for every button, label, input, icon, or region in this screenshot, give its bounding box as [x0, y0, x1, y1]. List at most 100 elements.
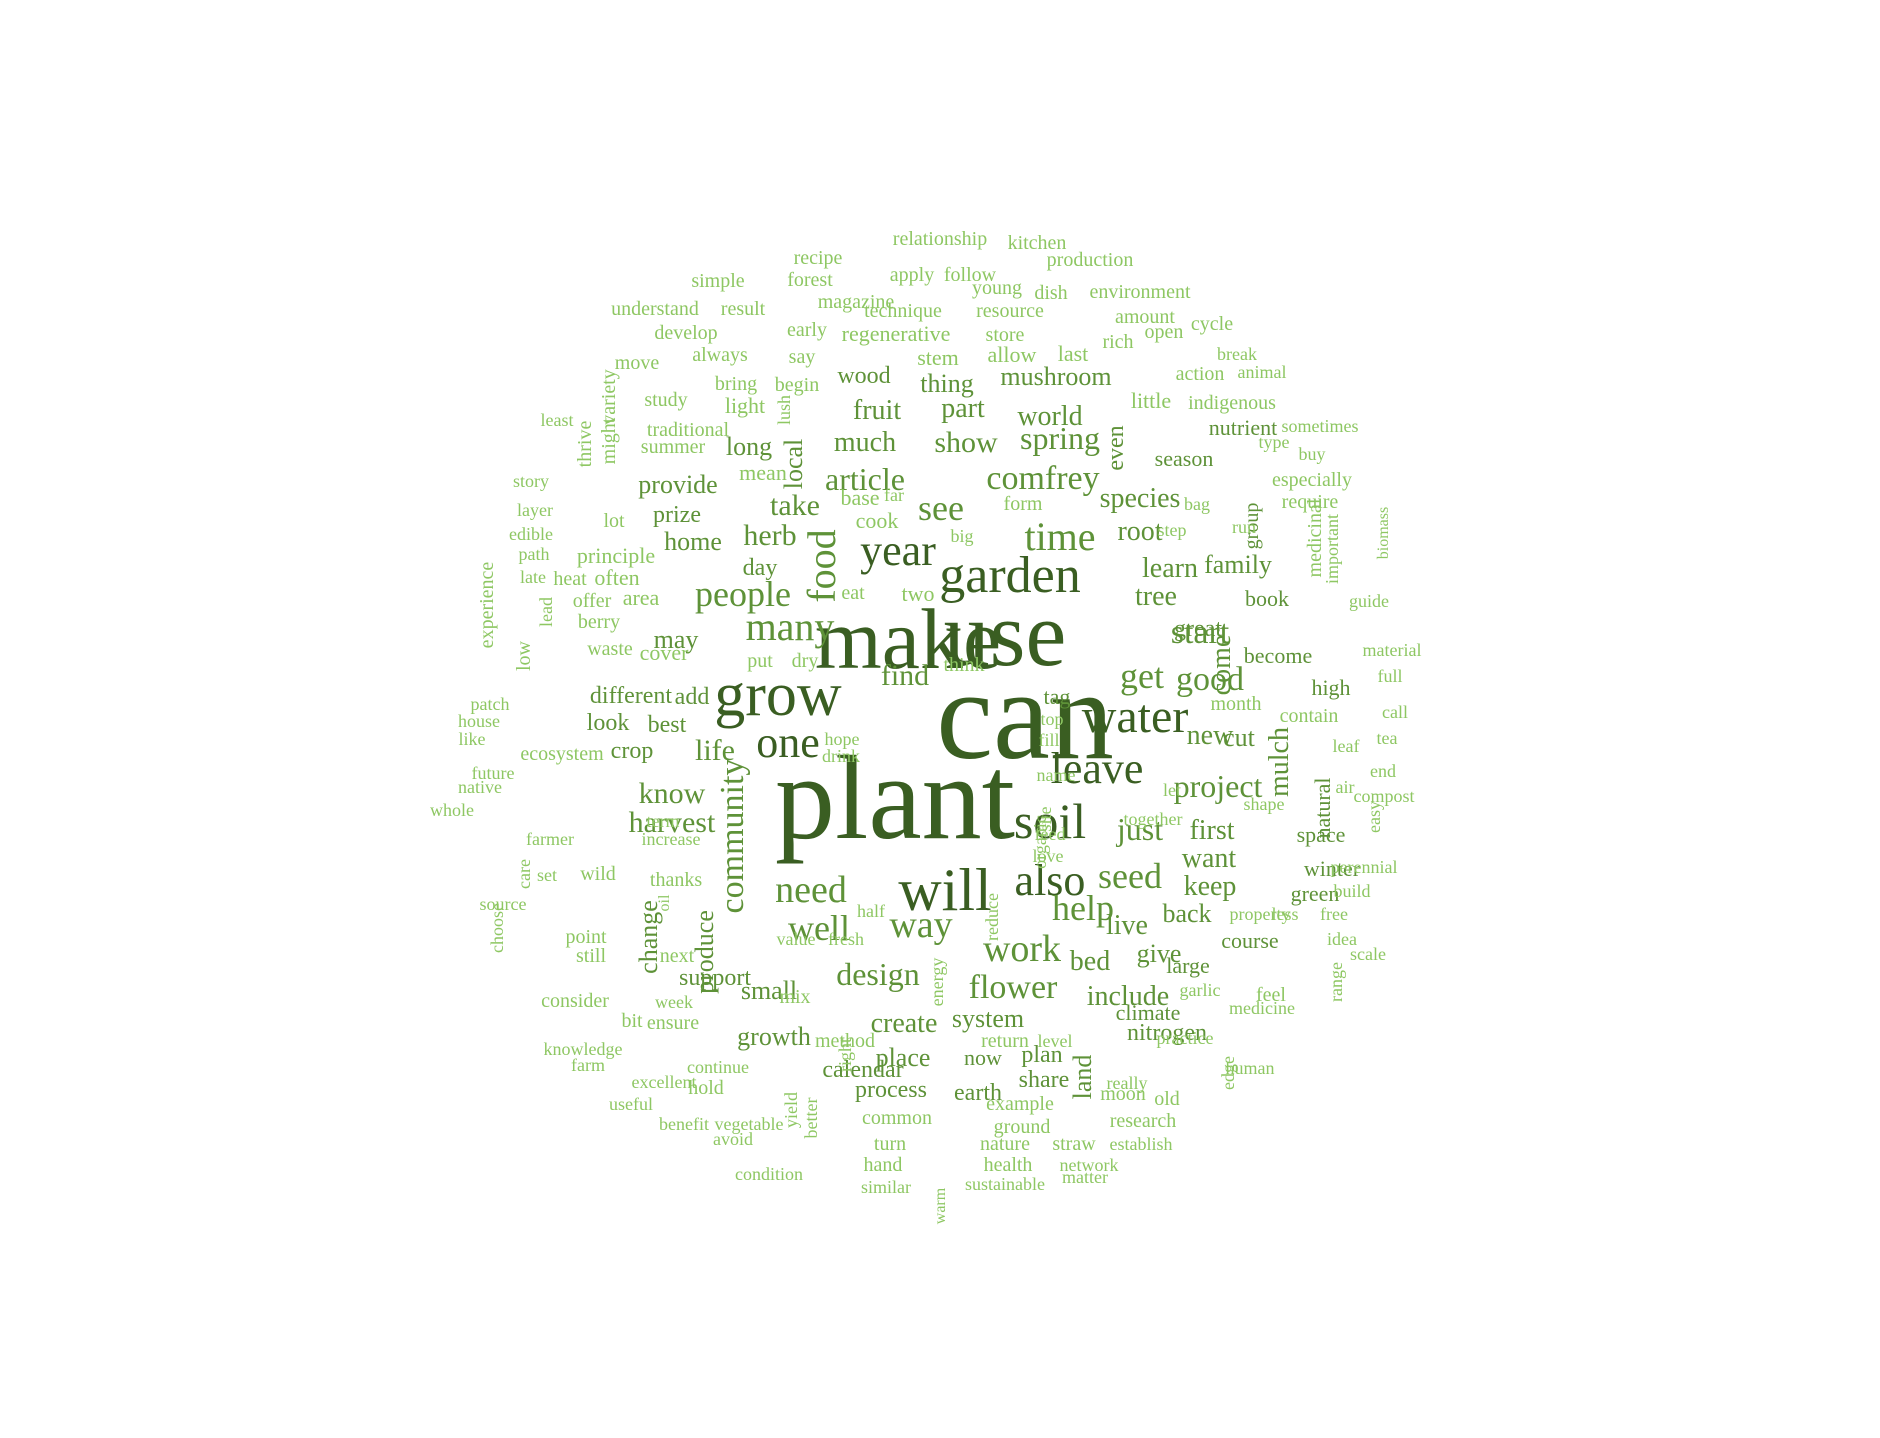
- word-just: just: [1116, 811, 1163, 847]
- word-result: result: [721, 298, 766, 320]
- word-first: first: [1189, 815, 1234, 846]
- word-variety: variety: [598, 369, 620, 425]
- word-feed: feed: [1035, 824, 1066, 844]
- word-want: want: [1182, 843, 1237, 874]
- word-open: open: [1145, 321, 1184, 343]
- word-perennial: perennial: [1331, 857, 1398, 877]
- word-edible: edible: [509, 524, 553, 544]
- word-moon: moon: [1100, 1083, 1146, 1105]
- word-waste: waste: [587, 638, 633, 660]
- word-consider: consider: [541, 990, 609, 1012]
- word-plan: plan: [1021, 1042, 1062, 1068]
- word-bed: bed: [1070, 946, 1110, 977]
- word-start: start: [1171, 614, 1230, 651]
- word-establish: establish: [1110, 1134, 1173, 1154]
- word-care: care: [514, 859, 534, 889]
- word-hand: hand: [864, 1154, 903, 1176]
- word-indigenous: indigenous: [1188, 392, 1276, 414]
- word-give: give: [1137, 939, 1182, 968]
- word-full: full: [1378, 666, 1403, 686]
- word-garlic: garlic: [1180, 980, 1221, 1000]
- word-one: one: [756, 718, 820, 767]
- word-turn: turn: [874, 1133, 906, 1155]
- word-year: year: [860, 526, 936, 575]
- word-method: method: [815, 1030, 875, 1052]
- word-back: back: [1162, 899, 1211, 928]
- word-hope: hope: [825, 729, 860, 749]
- word-create: create: [871, 1008, 938, 1039]
- word-easy: easy: [1364, 801, 1384, 833]
- word-let: let: [1163, 780, 1181, 800]
- word-range: range: [1326, 962, 1346, 1002]
- word-use: use: [944, 583, 1067, 685]
- word-look: look: [587, 710, 630, 736]
- word-early: early: [787, 319, 827, 341]
- word-learn: learn: [1142, 553, 1198, 584]
- word-farm: farm: [571, 1055, 605, 1075]
- word-article: article: [825, 461, 905, 497]
- word-wild: wild: [580, 863, 616, 885]
- word-much: much: [834, 427, 896, 458]
- word-property: property: [1230, 904, 1291, 924]
- word-stem: stem: [917, 345, 959, 370]
- word-fill: fill: [1039, 730, 1060, 750]
- word-produce: produce: [690, 910, 719, 994]
- word-tea: tea: [1377, 728, 1398, 748]
- word-get: get: [1120, 656, 1164, 696]
- word-green: green: [1291, 881, 1340, 906]
- word-big: big: [950, 526, 973, 546]
- word-mix: mix: [779, 986, 810, 1008]
- word-next: next: [660, 945, 695, 967]
- word-fruit: fruit: [853, 395, 901, 426]
- word-grow: grow: [714, 661, 842, 729]
- word-become: become: [1244, 643, 1312, 668]
- word-calendar: calendar: [822, 1057, 903, 1083]
- word-matter: matter: [1062, 1167, 1108, 1187]
- word-nutrient: nutrient: [1209, 415, 1277, 440]
- word-break: break: [1217, 344, 1257, 364]
- word-include: include: [1087, 981, 1169, 1012]
- word-relationship: relationship: [893, 228, 987, 250]
- word-even: even: [1103, 425, 1129, 470]
- word-well: well: [788, 908, 850, 948]
- word-point: point: [565, 926, 607, 948]
- word-guide: guide: [1349, 591, 1389, 611]
- word-great: great: [1174, 616, 1222, 642]
- word-begin: begin: [775, 374, 819, 396]
- word-important: important: [1322, 514, 1342, 584]
- word-warm: warm: [932, 1187, 949, 1224]
- word-common: common: [862, 1107, 932, 1129]
- word-run: run: [1232, 517, 1256, 537]
- word-value: value: [777, 929, 816, 949]
- word-drink: drink: [822, 746, 860, 766]
- word-may: may: [654, 625, 699, 654]
- word-growth: growth: [737, 1022, 811, 1051]
- word-yield: yield: [781, 1092, 801, 1128]
- word-require: require: [1282, 491, 1339, 513]
- word-type: type: [1259, 432, 1290, 452]
- word-dry: dry: [792, 650, 819, 672]
- word-shape: shape: [1244, 794, 1285, 814]
- word-follow: follow: [944, 264, 997, 286]
- word-return: return: [981, 1030, 1029, 1052]
- word-example: example: [986, 1093, 1054, 1115]
- word-environment: environment: [1089, 281, 1191, 303]
- word-bit: bit: [621, 1010, 643, 1032]
- word-group: group: [1241, 503, 1263, 550]
- word-tag: tag: [1044, 684, 1071, 709]
- word-especially: especially: [1272, 469, 1352, 491]
- word-harvest: harvest: [629, 806, 716, 839]
- word-material: material: [1363, 640, 1422, 660]
- word-see: see: [918, 488, 964, 528]
- word-low: low: [513, 640, 535, 671]
- word-area: area: [623, 585, 660, 610]
- word-better: better: [801, 1098, 821, 1139]
- word-bring: bring: [715, 373, 757, 395]
- word-dish: dish: [1034, 282, 1067, 304]
- word-cycle: cycle: [1191, 313, 1233, 335]
- word-organic: organic: [1030, 815, 1050, 869]
- word-support: support: [679, 965, 751, 991]
- word-sustainable: sustainable: [965, 1174, 1045, 1194]
- word-hold: hold: [688, 1077, 724, 1099]
